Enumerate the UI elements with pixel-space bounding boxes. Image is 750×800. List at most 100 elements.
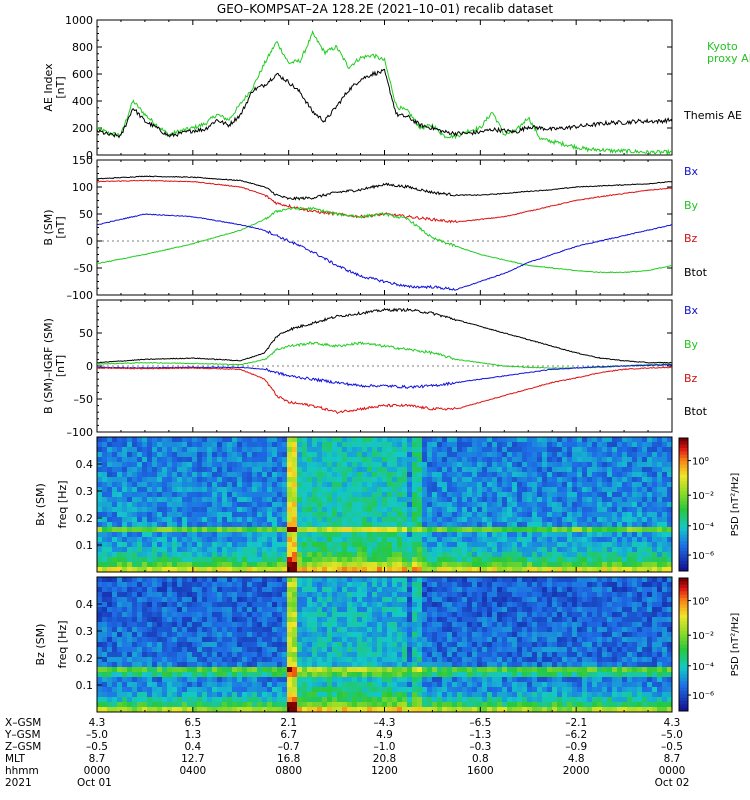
psd-cell: [187, 602, 193, 608]
psd-cell: [517, 567, 523, 573]
psd-cell: [397, 542, 403, 548]
psd-cell: [177, 532, 183, 538]
psd-cell: [232, 562, 238, 568]
psd-cell: [187, 557, 193, 563]
psd-cell: [642, 542, 648, 548]
psd-cell: [122, 477, 128, 483]
psd-cell: [147, 657, 153, 663]
psd-cell: [262, 622, 268, 628]
psd-cell: [262, 482, 268, 488]
psd-cell: [132, 517, 138, 523]
psd-cell: [637, 562, 643, 568]
psd-cell: [452, 457, 458, 463]
psd-cell: [247, 542, 253, 548]
psd-cell: [467, 552, 473, 558]
psd-cell: [382, 457, 388, 463]
psd-cell: [342, 707, 348, 713]
psd-cell: [432, 502, 438, 508]
psd-cell: [227, 612, 233, 618]
psd-cell: [102, 577, 108, 583]
psd-cell: [267, 517, 273, 523]
psd-cell: [372, 517, 378, 523]
psd-cell: [662, 507, 668, 513]
psd-cell: [202, 682, 208, 688]
psd-cell: [207, 657, 213, 663]
psd-cell: [102, 652, 108, 658]
psd-cell: [327, 537, 333, 543]
psd-cell: [447, 567, 453, 573]
psd-cell: [182, 517, 188, 523]
psd-cell: [287, 532, 293, 538]
psd-cell: [382, 472, 388, 478]
psd-cell: [167, 617, 173, 623]
psd-cell: [222, 687, 228, 693]
psd-cell: [467, 537, 473, 543]
psd-cell: [287, 692, 293, 698]
psd-cell: [142, 482, 148, 488]
psd-cell: [367, 567, 373, 573]
psd-cell: [152, 482, 158, 488]
psd-cell: [167, 597, 173, 603]
psd-cell: [617, 447, 623, 453]
psd-cell: [502, 437, 508, 443]
psd-cell: [312, 517, 318, 523]
psd-cell: [167, 472, 173, 478]
psd-cell: [397, 487, 403, 493]
psd-cell: [452, 557, 458, 563]
psd-cell: [102, 677, 108, 683]
psd-cell: [312, 682, 318, 688]
psd-cell: [502, 542, 508, 548]
psd-cell: [102, 442, 108, 448]
psd-cell: [367, 602, 373, 608]
psd-cell: [367, 547, 373, 553]
psd-cell: [197, 672, 203, 678]
psd-cell: [272, 512, 278, 518]
psd-cell: [197, 452, 203, 458]
psd-cell: [182, 477, 188, 483]
psd-cell: [217, 547, 223, 553]
psd-cell: [432, 457, 438, 463]
psd-cell: [507, 502, 513, 508]
psd-cell: [422, 447, 428, 453]
psd-cell: [337, 702, 343, 708]
psd-cell: [132, 652, 138, 658]
psd-cell: [507, 562, 513, 568]
psd-cell: [317, 702, 323, 708]
psd-cell: [567, 497, 573, 503]
psd-cell: [437, 532, 443, 538]
psd-cell: [532, 557, 538, 563]
psd-cell: [187, 682, 193, 688]
psd-cell: [472, 472, 478, 478]
psd-cell: [382, 542, 388, 548]
psd-cell: [292, 597, 298, 603]
psd-cell: [447, 557, 453, 563]
psd-cell: [297, 667, 303, 673]
psd-cell: [182, 607, 188, 613]
psd-cell: [322, 512, 328, 518]
psd-cell: [147, 597, 153, 603]
psd-cell: [307, 482, 313, 488]
psd-cell: [197, 662, 203, 668]
psd-cell: [592, 467, 598, 473]
psd-cell: [207, 522, 213, 528]
psd-cell: [342, 692, 348, 698]
psd-cell: [247, 617, 253, 623]
psd-cell: [337, 697, 343, 703]
psd-cell: [327, 527, 333, 533]
psd-cell: [97, 507, 103, 513]
psd-cell: [582, 472, 588, 478]
psd-cell: [342, 587, 348, 593]
psd-cell: [522, 477, 528, 483]
psd-cell: [172, 577, 178, 583]
psd-cell: [207, 692, 213, 698]
psd-cell: [277, 522, 283, 528]
psd-cell: [222, 677, 228, 683]
psd-cell: [237, 677, 243, 683]
psd-cell: [167, 602, 173, 608]
psd-cell: [147, 622, 153, 628]
psd-cell: [227, 552, 233, 558]
psd-cell: [302, 597, 308, 603]
psd-cell: [537, 482, 543, 488]
psd-cell: [317, 697, 323, 703]
psd-cell: [257, 537, 263, 543]
